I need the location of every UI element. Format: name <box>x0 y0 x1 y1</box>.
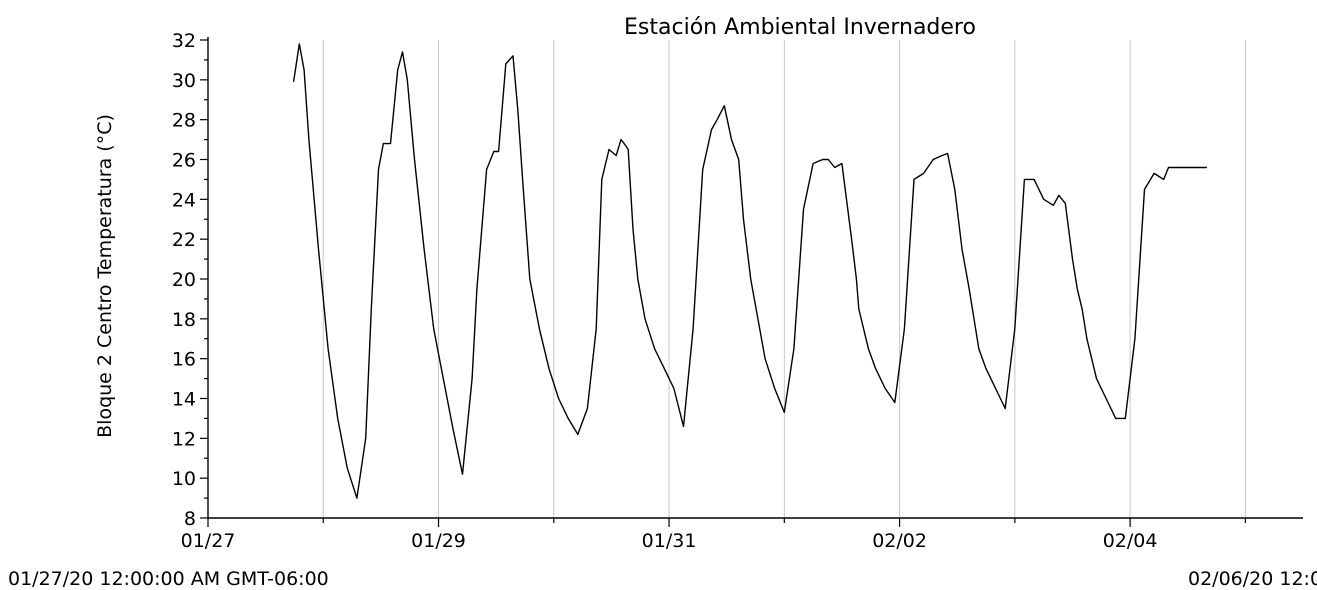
vertical-gridlines <box>322 40 1246 518</box>
temperature-series-line <box>292 43 1207 499</box>
x-tick-label: 01/31 <box>642 530 697 552</box>
y-tick-label: 10 <box>172 468 196 490</box>
y-tick-label: 16 <box>172 349 196 371</box>
y-tick-label: 22 <box>172 229 196 251</box>
x-axis-ticks: 01/27 01/29 01/31 02/02 02/04 <box>181 518 1246 552</box>
y-tick-label: 14 <box>172 389 196 411</box>
range-start-label: 01/27/20 12:00:00 AM GMT-06:00 <box>8 568 329 590</box>
y-tick-label: 24 <box>172 189 196 211</box>
y-tick-label: 18 <box>172 309 196 331</box>
y-tick-label: 30 <box>172 70 196 92</box>
x-tick-label: 02/04 <box>1103 530 1158 552</box>
y-tick-label: 12 <box>172 428 196 450</box>
y-tick-label: 8 <box>184 508 196 530</box>
chart-title: Estación Ambiental Invernadero <box>624 15 976 40</box>
y-tick-label: 32 <box>172 30 196 52</box>
y-tick-label: 20 <box>172 269 196 291</box>
x-tick-label: 01/29 <box>411 530 466 552</box>
y-axis-ticks: 8 10 12 14 16 18 20 22 24 26 28 30 32 <box>172 30 208 530</box>
range-end-label: 02/06/20 12:00:00 AM GMT-06:00 <box>1188 568 1317 590</box>
y-tick-label: 26 <box>172 150 196 172</box>
x-tick-label: 02/02 <box>872 530 927 552</box>
x-tick-label: 01/27 <box>181 530 236 552</box>
y-tick-label: 28 <box>172 110 196 132</box>
y-axis-label: Bloque 2 Centro Temperatura (°C) <box>94 114 116 438</box>
